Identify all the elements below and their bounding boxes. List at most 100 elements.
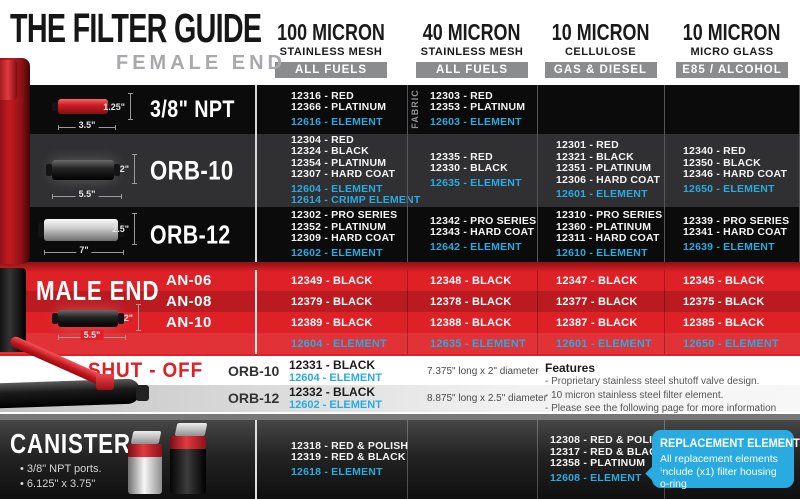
element-line: 12614 - CRIMP ELEMENT — [291, 194, 421, 206]
shut-off-valve-photo — [0, 334, 162, 420]
part-line: 12330 - BLACK — [430, 162, 508, 175]
column-header-100-micron: 100 MICRON STAINLESS MESH ALL FUELS — [255, 0, 407, 85]
element-cell: 12635 - ELEMENT — [407, 333, 537, 354]
part-line: 12354 - PLATINUM — [291, 156, 387, 169]
element-number: 12602 - ELEMENT — [289, 399, 382, 411]
row-npt-name: 3/8" NPT — [150, 95, 235, 123]
brand-block: THE FILTER GUIDE FEMALE END — [0, 0, 282, 85]
element-list: 12608 - ELEMENT — [550, 472, 664, 485]
part-cell: 12377 - BLACK — [537, 291, 664, 312]
part-line: 12342 - PRO SERIES — [430, 214, 537, 227]
callout-text: All replacement elements include (x1) fi… — [660, 453, 778, 490]
column-micron: 100 MICRON — [277, 19, 385, 45]
an08-label: AN-08 — [166, 292, 212, 310]
column-material: MICRO GLASS — [690, 46, 774, 58]
fuel-badge: GAS & DIESEL — [544, 62, 657, 78]
column-micron: 10 MICRON — [551, 19, 650, 45]
column-header-10-micron-micro-glass: 10 MICRON MICRO GLASS E85 / ALCOHOL — [664, 0, 800, 85]
column-micron: 10 MICRON — [683, 19, 781, 45]
element-list: 12601 - ELEMENT — [556, 189, 664, 201]
element-list: 12602 - ELEMENT — [291, 246, 407, 260]
element-cell: 12604 - ELEMENT — [255, 333, 407, 354]
features-list: - Proprietary stainless steel shutoff va… — [545, 375, 795, 416]
left-red-filter-photo — [0, 58, 30, 264]
bullet-line: 6.125" x 3.75" — [20, 477, 102, 492]
element-list: 12616 - ELEMENT — [291, 115, 407, 129]
canister-bullets: 3/8" NPT ports.6.125" x 3.75" — [20, 462, 102, 492]
parts-cell-canister-10c: 12308 - RED & POLISH 12317 - RED & BLACK 1… — [537, 420, 667, 499]
part-line: 12346 - HARD COAT — [683, 168, 788, 180]
bullet-line: 3/8" NPT ports. — [20, 462, 102, 477]
element-cell: 12601 - ELEMENT — [537, 333, 664, 354]
canister-bracket — [130, 431, 162, 444]
part-line: 12309 - HARD COAT — [291, 232, 396, 244]
part-cell: 12375 - BLACK — [664, 291, 800, 312]
part-line: 12343 - HARD COAT — [430, 226, 535, 239]
element-line: 12635 - ELEMENT — [430, 176, 522, 189]
parts-cell-orb12-10c: 12310 - PRO SERIES 12360 - PLATINUM 12311 … — [537, 207, 664, 262]
element-list: 12604 - ELEMENT 12614 - CRIMP ELEMENT — [291, 183, 421, 207]
parts-cell-orb12-10g: 12339 - PRO SERIES 12341 - HARD COAT 1263… — [664, 207, 800, 262]
part-list: 12342 - PRO SERIES 12343 - HARD COAT — [430, 214, 537, 239]
dimension-length: 5.5" — [58, 330, 126, 340]
shut-off-orb12-label: ORB-12 — [228, 389, 280, 406]
part-number: 12332 - BLACK — [289, 385, 376, 399]
element-list: 12635 - ELEMENT — [430, 176, 537, 190]
part-line: 12360 - PLATINUM — [556, 220, 652, 233]
part-list: 12316 - RED 12366 - PLATINUM — [291, 90, 407, 114]
element-cell: 12650 - ELEMENT — [664, 333, 800, 354]
male-end-section: AN-06 12349 - BLACK 12348 - BLACK 12347 … — [0, 262, 800, 356]
part-line: 12310 - PRO SERIES — [556, 209, 663, 221]
dimension-length: 3.5" — [58, 120, 116, 130]
npt-filter-photo: 1.25" 3.5" — [52, 93, 138, 133]
part-list: 12301 - RED 12321 - BLACK 12351 - PLATINUM… — [556, 140, 664, 186]
orb12-filter-photo: 2.5" 7" — [38, 213, 144, 259]
size-spec: 7.375" long x 2" diameter — [427, 366, 539, 377]
part-list: 12310 - PRO SERIES 12360 - PLATINUM 12311 … — [556, 209, 664, 245]
parts-cell-orb12-100: 12302 - PRO SERIES 12352 - PLATINUM 12309 … — [255, 207, 407, 262]
size-spec: 8.875" long x 2.5" diameter — [427, 393, 547, 404]
part-line: 12335 - RED — [430, 150, 493, 163]
fabric-label: FABRIC — [410, 89, 420, 129]
orb10-filter-photo: 2" 5.5" — [46, 152, 144, 204]
page-title: THE FILTER GUIDE — [10, 5, 262, 51]
part-line: 12311 - HARD COAT — [556, 232, 660, 244]
row-npt-label-cell: 1.25" 3.5" 3/8" NPT — [0, 85, 255, 134]
parts-cell-npt-40: FABRIC 12303 - RED 12353 - PLATINUM 12603… — [407, 85, 537, 134]
dimension-length: 7" — [44, 245, 124, 255]
element-line: 12602 - ELEMENT — [291, 246, 383, 259]
dimension-height: 2" — [124, 304, 141, 331]
row-orb12: 2.5" 7" ORB-12 12302 - PRO SERIES 12352 -… — [0, 207, 800, 262]
part-cell: 12385 - BLACK — [664, 312, 800, 333]
column-micron: 40 MICRON — [423, 19, 521, 45]
part-cell: 12349 - BLACK — [255, 270, 407, 291]
element-list: 12603 - ELEMENT — [430, 116, 537, 129]
element-line: 12616 - ELEMENT — [291, 115, 383, 128]
element-list: 12639 - ELEMENT — [683, 241, 799, 254]
features-block: Features - Proprietary stainless steel s… — [545, 361, 795, 416]
replacement-elements-callout: REPLACEMENT ELEMENTS All replacement ele… — [652, 430, 800, 490]
canister-bracket — [174, 423, 208, 436]
element-list: 12642 - ELEMENT — [430, 240, 537, 254]
element-line: 12642 - ELEMENT — [430, 240, 522, 253]
column-material: STAINLESS MESH — [420, 46, 524, 58]
fuel-badge: E85 / ALCOHOL — [676, 62, 788, 78]
parts-cell-canister-40 — [407, 420, 537, 499]
row-orb10: 2" 5.5" ORB-10 12304 - RED 12324 - BLACK 1… — [0, 134, 800, 207]
part-line: 12318 - RED & POLISH — [291, 439, 409, 452]
part-cell: 12345 - BLACK — [664, 270, 800, 291]
part-line: 12358 - PLATINUM — [550, 457, 646, 469]
canister-photo-silver — [128, 444, 162, 494]
canister-section: 12318 - RED & POLISH 12319 - RED & BLACK … — [0, 420, 800, 499]
shut-off-section: ORB-10 12331 - BLACK 12604 - ELEMENT 7.3… — [0, 334, 800, 420]
element-line: 12618 - ELEMENT — [291, 465, 383, 478]
parts-cell-orb10-40: 12335 - RED 12330 - BLACK 12635 - ELEMENT — [407, 134, 537, 207]
part-line: 12319 - RED & BLACK — [291, 451, 406, 464]
part-line: 12317 - RED & BLACK — [550, 445, 665, 458]
f-item: - 10 micron stainless steel filter eleme… — [545, 389, 724, 401]
features-title: Features — [545, 361, 596, 375]
part-cell: 12387 - BLACK — [537, 312, 664, 333]
shut-off-title: SHUT - OFF — [88, 359, 204, 382]
part-line: 12353 - PLATINUM — [430, 101, 526, 114]
